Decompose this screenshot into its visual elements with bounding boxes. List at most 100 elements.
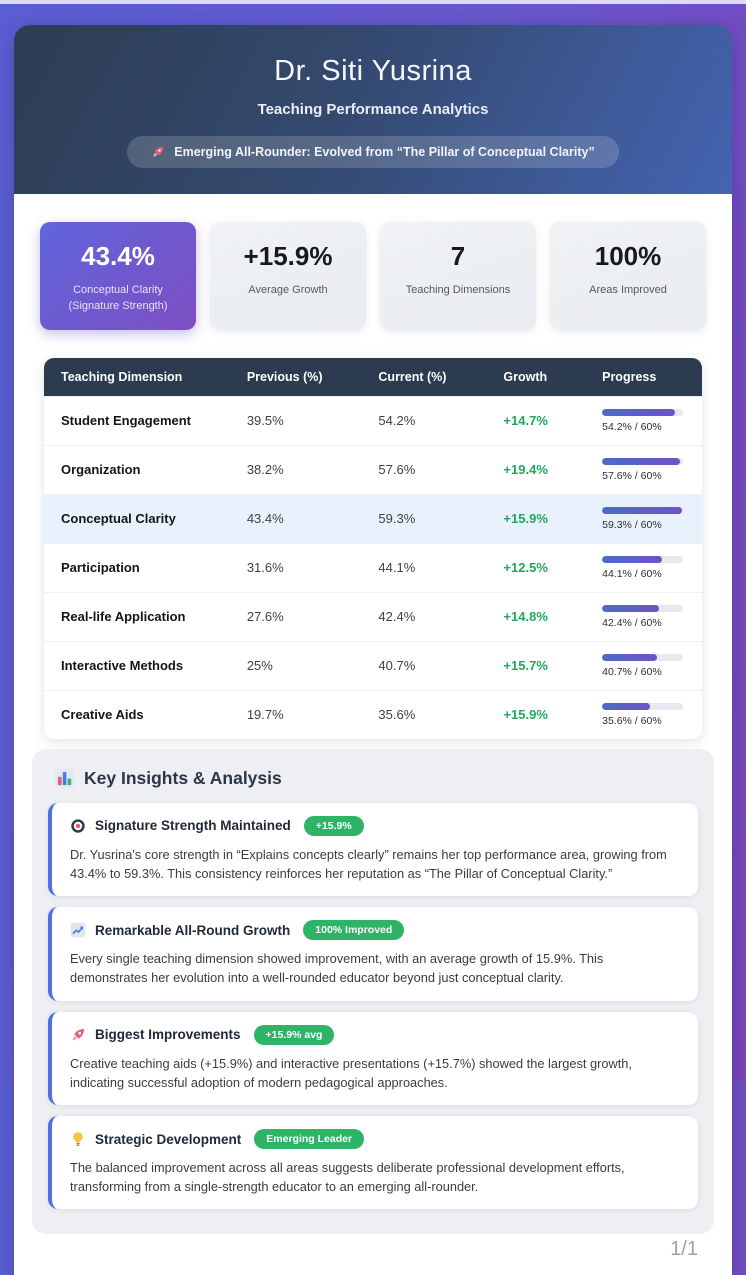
previous-cell: 38.2% [234,444,367,495]
growth-cell: +15.9% [491,493,591,544]
progress-bar-track [602,457,683,465]
stat-card: 7 Teaching Dimensions [380,222,536,330]
insight-card: Strategic Development Emerging Leader The … [48,1116,698,1210]
progress-bar-track [602,506,683,514]
stat-card: 100% Areas Improved [550,222,706,330]
header-badge-label: Emerging All-Rounder: Evolved from “The … [174,145,595,159]
current-cell: 44.1% [366,542,492,593]
progress-label: 57.6% / 60% [602,469,662,482]
insight-text: Every single teaching dimension showed i… [70,951,604,986]
dimension-cell: Conceptual Clarity [44,493,235,544]
previous-cell: 39.5% [234,395,367,446]
insight-badge: Emerging Leader [254,1129,365,1149]
table-column-header: Current (%) [366,357,492,397]
table-column-header: Teaching Dimension [44,357,235,397]
bulb-icon [70,1131,86,1147]
stat-label: Areas Improved [589,284,667,296]
dimension-cell: Student Engagement [44,395,235,446]
stat-label: Teaching Dimensions [405,284,511,296]
bar-chart-icon [54,768,75,789]
table-row: Real-life Application 27.6% 42.4% +14.8% 42.… [44,591,702,642]
performance-table: Teaching Dimension Previous (%) Current (%… [44,357,702,739]
growth-cell: +14.7% [491,395,591,446]
table-column-header: Progress [590,357,702,397]
progress-label: 40.7% / 60% [602,665,662,678]
stat-value: 100% [594,241,662,271]
insight-cards: Signature Strength Maintained +15.9% Dr. Y… [48,802,698,1210]
insight-title: Signature Strength Maintained [95,818,291,834]
table-row: Student Engagement 39.5% 54.2% +14.7% 54.2% … [44,395,702,446]
progress-bar-track [602,702,683,710]
progress-bar-track [602,604,683,612]
page-indicator: 1/1 [670,1238,698,1261]
previous-cell: 25% [234,640,367,691]
progress-label: 44.1% / 60% [602,567,662,580]
report-header: Dr. Siti Yusrina Teaching Performance An… [14,25,732,194]
growth-cell: +14.8% [491,591,591,642]
dimension-cell: Creative Aids [44,689,235,739]
stats-row: 43.4% Conceptual Clarity (Signature Streng… [14,194,732,346]
insight-text: Creative teaching aids (+15.9%) and inte… [70,1055,632,1090]
stat-card: +15.9% Average Growth [210,222,366,330]
stat-label: Conceptual Clarity (Signature Strength) [68,284,168,312]
insight-card: Signature Strength Maintained +15.9% Dr. Y… [48,802,698,897]
dimension-cell: Participation [44,542,235,593]
insight-badge: +15.9% [303,815,364,836]
stat-label: Average Growth [248,284,328,296]
current-cell: 42.4% [366,591,492,642]
rocket-icon [151,145,165,159]
report-container: Dr. Siti Yusrina Teaching Performance An… [14,25,732,1275]
stat-value: 43.4% [81,241,155,271]
previous-cell: 27.6% [234,591,367,642]
stat-value: 7 [450,241,466,271]
current-cell: 35.6% [366,689,492,739]
dimension-cell: Organization [44,444,235,495]
table-column-header: Previous (%) [234,357,367,397]
progress-cell: 40.7% / 60% [590,640,702,691]
progress-bar-fill [602,604,660,612]
table-row: Organization 38.2% 57.6% +19.4% 57.6% / 60% [44,444,702,495]
progress-cell: 42.4% / 60% [590,591,702,642]
stat-value: +15.9% [243,241,333,271]
page-title: Dr. Siti Yusrina [274,55,472,87]
progress-bar-fill [602,457,680,465]
progress-label: 59.3% / 60% [602,518,662,531]
insight-title: Remarkable All-Round Growth [95,922,291,938]
insight-card-header: Signature Strength Maintained +15.9% [70,815,682,836]
target-icon [70,818,86,834]
progress-bar-fill [602,555,662,563]
current-cell: 59.3% [366,493,492,544]
table-header-row: Teaching Dimension Previous (%) Current (%… [44,357,702,397]
current-cell: 40.7% [366,640,492,691]
table-row: Participation 31.6% 44.1% +12.5% 44.1% / 60% [44,542,702,593]
table-header: Teaching Dimension Previous (%) Current (%… [44,357,702,397]
insight-title: Biggest Improvements [95,1027,241,1043]
insight-card-header: Remarkable All-Round Growth 100% Improved [70,920,682,941]
insight-card: Biggest Improvements +15.9% avg Creative t… [48,1011,698,1105]
insight-card-header: Strategic Development Emerging Leader [70,1129,682,1149]
current-cell: 57.6% [366,444,492,495]
rocket-icon [70,1027,86,1043]
growth-cell: +19.4% [491,444,591,495]
insight-text: The balanced improvement across all area… [70,1160,625,1195]
table-body: Student Engagement 39.5% 54.2% +14.7% 54.2% … [44,395,702,739]
page-subtitle: Teaching Performance Analytics [257,101,489,118]
growth-cell: +15.7% [491,640,591,691]
current-cell: 54.2% [366,395,492,446]
report-body: 43.4% Conceptual Clarity (Signature Streng… [14,194,732,1275]
previous-cell: 31.6% [234,542,367,593]
insight-card: Remarkable All-Round Growth 100% Improved… [48,907,698,1001]
top-strip [0,0,746,4]
insight-badge: +15.9% avg [253,1024,335,1045]
performance-table-card: Teaching Dimension Previous (%) Current (%… [44,357,702,739]
chart-up-icon [70,922,86,938]
growth-cell: +12.5% [491,542,591,593]
progress-label: 54.2% / 60% [602,420,662,433]
previous-cell: 19.7% [234,689,367,739]
progress-bar-track [602,653,683,661]
insights-title: Key Insights & Analysis [54,768,698,789]
progress-bar-fill [602,653,657,661]
header-badge: Emerging All-Rounder: Evolved from “The … [127,136,619,168]
table-row: Interactive Methods 25% 40.7% +15.7% 40.7% /… [44,640,702,691]
growth-cell: +15.9% [491,689,591,739]
